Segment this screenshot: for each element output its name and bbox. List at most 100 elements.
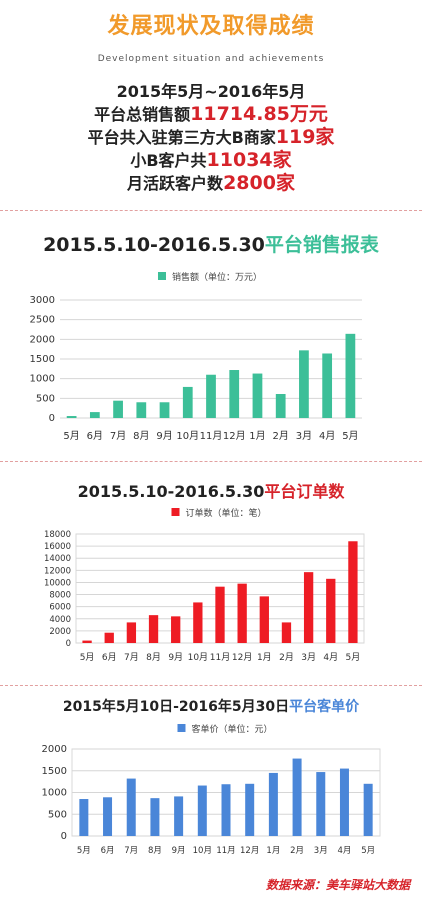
bar: [126, 778, 136, 836]
bar: [206, 374, 216, 418]
bar: [348, 541, 358, 643]
x-tick-label: 5月: [361, 846, 375, 856]
bar: [171, 616, 181, 643]
stats-customers-label: 小B客户共: [130, 151, 207, 170]
y-tick-label: 1500: [30, 354, 55, 365]
chart-legend: 订单数（单位：笔）: [171, 507, 267, 519]
y-tick-label: 2000: [30, 334, 55, 345]
x-tick-label: 12月: [223, 430, 246, 442]
bar: [322, 353, 333, 418]
bar: [66, 416, 77, 418]
bar: [148, 615, 159, 643]
bar: [245, 783, 255, 836]
x-tick-label: 8月: [133, 430, 149, 442]
x-tick-label: 10月: [188, 652, 208, 663]
price-chart-title-date: 2015年5月10日-2016年5月30日: [62, 699, 290, 715]
chart-legend: 销售额（单位：万元）: [157, 271, 262, 283]
x-tick-label: 4月: [338, 846, 352, 856]
bar: [79, 799, 89, 836]
x-tick-label: 4月: [323, 652, 338, 663]
y-tick-label: 8000: [49, 591, 71, 601]
x-tick-label: 3月: [296, 430, 312, 442]
orders-chart-title-highlight: 平台订单数: [264, 482, 345, 501]
y-tick-label: 2000: [49, 627, 71, 637]
bar: [326, 578, 336, 643]
x-tick-label: 12月: [240, 846, 259, 856]
bar: [150, 798, 160, 836]
y-tick-label: 0: [49, 413, 55, 424]
x-tick-label: 7月: [110, 430, 126, 442]
x-tick-label: 5月: [342, 430, 358, 442]
bar: [345, 333, 356, 418]
bar: [292, 758, 302, 836]
legend-label: 订单数（单位：笔）: [185, 507, 266, 519]
bar: [103, 797, 113, 836]
x-tick-label: 6月: [87, 430, 103, 442]
bar: [136, 402, 147, 418]
bar: [182, 386, 193, 418]
x-tick-label: 6月: [101, 846, 115, 856]
x-tick-label: 8月: [146, 652, 161, 663]
bar: [82, 640, 92, 643]
y-tick-label: 2000: [42, 744, 67, 755]
sales-chart-title: 2015.5.10-2016.5.30平台销售报表: [0, 230, 422, 257]
y-tick-label: 6000: [49, 603, 71, 613]
x-tick-label: 9月: [156, 430, 172, 442]
stats-period: 2015年5月~2016年5月: [116, 82, 306, 101]
bar: [197, 785, 207, 836]
x-tick-label: 9月: [168, 652, 183, 663]
stats-customers-value: 11034家: [206, 149, 292, 171]
divider: [0, 461, 422, 462]
y-tick-label: 1000: [42, 788, 67, 799]
stats-merchants: 平台共入驻第三方大B商家119家: [0, 126, 422, 149]
bar: [126, 622, 137, 643]
bar: [174, 796, 184, 836]
legend-swatch: [177, 724, 186, 732]
y-tick-label: 500: [48, 809, 67, 820]
x-tick-label: 12月: [232, 652, 252, 663]
x-tick-label: 7月: [124, 846, 138, 856]
stats-gmv: 平台总销售额11714.85万元: [0, 103, 422, 126]
x-tick-label: 8月: [148, 846, 162, 856]
y-tick-label: 500: [36, 393, 55, 404]
x-tick-label: 11月: [200, 430, 223, 442]
y-tick-label: 4000: [49, 615, 71, 625]
x-tick-label: 5月: [77, 846, 91, 856]
bar: [221, 784, 231, 836]
stats-mau-value: 2800家: [223, 172, 295, 194]
page-subtitle: Development situation and achievements: [97, 54, 325, 64]
x-tick-label: 6月: [102, 652, 117, 663]
divider: [0, 685, 422, 686]
bar: [339, 768, 349, 836]
orders-chart-title: 2015.5.10-2016.5.30平台订单数: [0, 478, 422, 502]
x-tick-label: 5月: [346, 652, 361, 663]
x-tick-label: 10月: [176, 430, 199, 442]
x-tick-label: 1月: [257, 652, 272, 663]
stats-customers: 小B客户共11034家: [0, 149, 422, 172]
x-tick-label: 7月: [124, 652, 139, 663]
y-tick-label: 1000: [30, 374, 55, 385]
price-chart-title-highlight: 平台客单价: [289, 699, 360, 715]
x-tick-label: 10月: [193, 846, 212, 856]
y-tick-label: 1500: [42, 766, 67, 777]
bar: [215, 586, 225, 643]
data-source: 数据来源：美车驿站大数据: [265, 878, 410, 892]
legend-label: 销售额（单位：万元）: [172, 271, 262, 283]
x-tick-label: 2月: [290, 846, 304, 856]
stats-mau: 月活跃客户数2800家: [0, 172, 422, 195]
bar: [229, 370, 240, 418]
bar: [237, 583, 247, 643]
x-tick-label: 11月: [210, 652, 230, 663]
bar: [316, 772, 326, 836]
x-tick-label: 2月: [279, 652, 294, 663]
legend-swatch: [157, 272, 166, 280]
x-tick-label: 2月: [273, 430, 289, 442]
stats-summary: 2015年5月~2016年5月 平台总销售额11714.85万元 平台共入驻第三…: [0, 80, 422, 195]
bar: [159, 402, 170, 418]
x-tick-label: 5月: [63, 430, 79, 442]
x-tick-label: 3月: [301, 652, 316, 663]
bar: [193, 602, 203, 643]
price-chart: 客单价（单位：元） 0 500 1000 1500 2000 5月 6月 7月 8月 9月 10月 11…: [42, 723, 381, 856]
orders-chart-title-date: 2015.5.10-2016.5.30: [77, 482, 265, 501]
bar: [113, 400, 123, 418]
